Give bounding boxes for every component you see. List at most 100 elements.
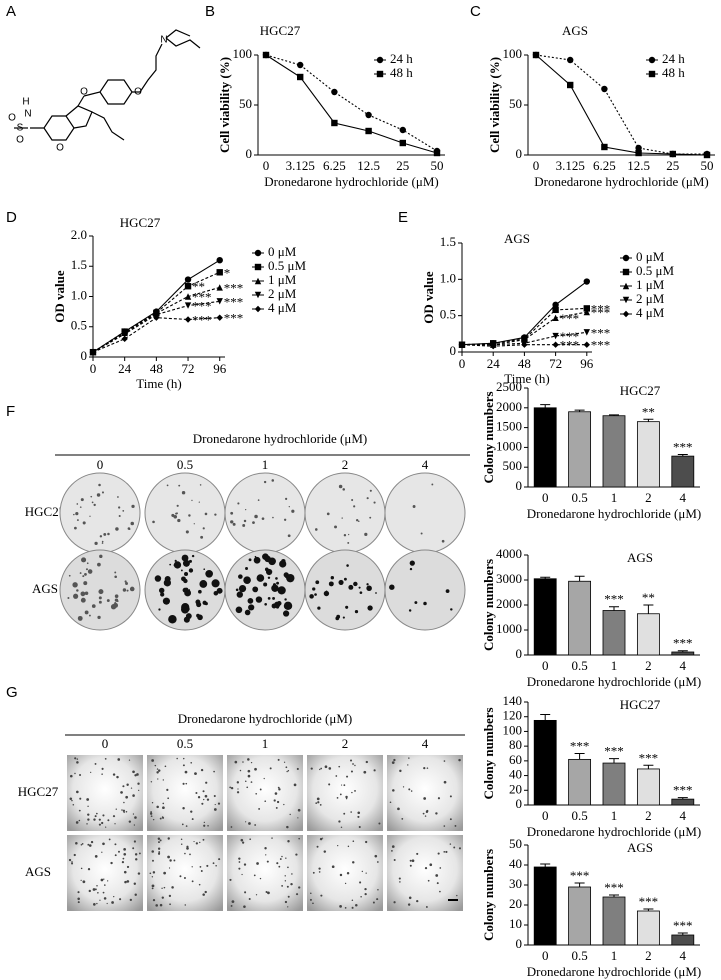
- colony: [323, 850, 327, 853]
- colony: [278, 865, 281, 868]
- colony: [80, 879, 82, 881]
- atom-label: O: [8, 113, 16, 124]
- colony: [93, 818, 96, 821]
- colony: [290, 882, 293, 886]
- colony: [425, 906, 428, 908]
- colony: [328, 783, 331, 786]
- colony: [312, 902, 314, 905]
- colony: [343, 784, 346, 787]
- colony: [449, 843, 452, 845]
- colony: [103, 533, 107, 536]
- colony: [78, 809, 81, 812]
- colony: [367, 605, 373, 611]
- colony: [231, 900, 235, 904]
- chemical-structure: [14, 29, 201, 141]
- colony: [76, 519, 79, 521]
- point: [669, 150, 676, 158]
- x-axis-label: Dronedarone hydrochloride (μM): [534, 174, 708, 189]
- colony: [151, 887, 154, 890]
- column-label: 1: [262, 736, 269, 751]
- bar: [671, 455, 695, 488]
- colony: [164, 765, 167, 768]
- x-axis-label: Dronedarone hydrochloride (μM): [527, 824, 701, 839]
- colony: [357, 811, 361, 815]
- colony: [229, 786, 232, 789]
- point: [216, 269, 223, 276]
- point: [552, 341, 559, 348]
- atom-label: H: [22, 97, 29, 108]
- colony: [230, 826, 233, 828]
- colony: [158, 851, 161, 853]
- colony: [214, 513, 217, 516]
- colony: [232, 522, 236, 526]
- colony: [116, 600, 119, 603]
- colony: [182, 764, 185, 767]
- colony: [445, 850, 448, 853]
- point: [216, 284, 223, 291]
- colony: [317, 801, 320, 804]
- colony: [345, 795, 348, 799]
- y-tick-label: 4000: [496, 546, 522, 561]
- significance-label: ***: [560, 329, 580, 344]
- colony: [173, 564, 176, 567]
- colony: [353, 505, 356, 508]
- colony: [397, 807, 400, 811]
- bar: [602, 610, 626, 656]
- significance-label: ***: [192, 289, 212, 304]
- chart-title: AGS: [627, 840, 653, 855]
- panel-label: B: [205, 3, 215, 20]
- x-tick-label: 6.25: [323, 158, 346, 173]
- colony: [180, 843, 183, 845]
- colony: [124, 880, 127, 884]
- atom-label: O: [134, 87, 142, 98]
- x-tick-label: 0.5: [571, 948, 587, 963]
- colony: [190, 810, 193, 813]
- colony: [184, 572, 189, 577]
- chart-title: AGS: [627, 550, 653, 565]
- point: [184, 283, 192, 290]
- colony: [276, 862, 279, 865]
- colony: [264, 555, 271, 563]
- colony: [423, 797, 427, 800]
- x-tick-label: 6.25: [593, 158, 616, 173]
- error-bar: [574, 882, 585, 887]
- colony: [133, 824, 136, 826]
- colony: [278, 788, 281, 791]
- colony: [137, 782, 140, 785]
- colony: [96, 493, 101, 497]
- colony: [94, 762, 97, 765]
- y-tick-label: 20: [509, 896, 522, 911]
- colony: [217, 802, 221, 805]
- point: [184, 316, 192, 323]
- colony: [256, 862, 259, 865]
- colony: [126, 783, 129, 786]
- colony: [238, 574, 243, 579]
- colony: [431, 483, 434, 486]
- plate: [384, 549, 466, 631]
- colony: [101, 851, 103, 853]
- colony: [284, 875, 286, 877]
- colony: [352, 763, 354, 765]
- atom-label: O: [56, 143, 64, 154]
- panel-label: D: [6, 209, 17, 226]
- colony: [185, 825, 188, 827]
- colony: [150, 781, 153, 783]
- y-axis-label: Colony numbers: [481, 559, 496, 651]
- colony: [263, 582, 268, 587]
- y-tick-label: 1000: [496, 621, 522, 636]
- colony: [114, 594, 119, 598]
- point: [331, 119, 338, 127]
- colony: [94, 815, 97, 818]
- y-tick-label: 0: [246, 146, 253, 161]
- y-tick-label: 1000: [496, 438, 522, 453]
- colony: [272, 596, 275, 600]
- colony: [77, 615, 83, 621]
- colony: [98, 589, 104, 595]
- x-tick-label: 1: [611, 658, 618, 673]
- colony: [202, 790, 205, 793]
- atom-label: O: [16, 135, 24, 146]
- colony: [264, 567, 269, 572]
- colony: [352, 861, 355, 864]
- colony: [276, 581, 280, 585]
- colony: [81, 557, 87, 563]
